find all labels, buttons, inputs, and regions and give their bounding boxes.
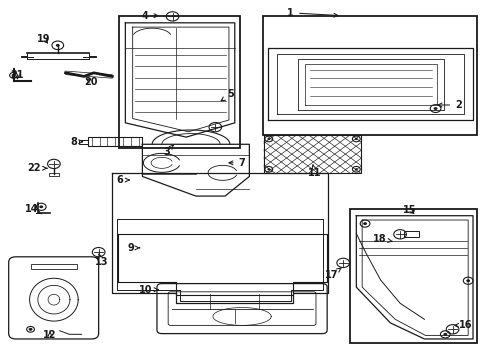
Bar bbox=[264, 135, 361, 173]
Text: 3: 3 bbox=[163, 145, 173, 157]
Circle shape bbox=[465, 279, 469, 282]
Text: 20: 20 bbox=[84, 77, 98, 87]
Circle shape bbox=[354, 138, 357, 140]
Text: 10: 10 bbox=[138, 285, 158, 295]
Text: 7: 7 bbox=[228, 158, 245, 168]
Bar bbox=[49, 173, 59, 176]
Circle shape bbox=[267, 168, 270, 170]
Text: 19: 19 bbox=[38, 34, 51, 44]
Text: 16: 16 bbox=[454, 320, 471, 330]
Circle shape bbox=[363, 222, 366, 225]
Bar bbox=[350, 208, 476, 343]
Circle shape bbox=[29, 328, 32, 331]
Text: 12: 12 bbox=[43, 330, 57, 341]
Bar bbox=[30, 264, 77, 269]
Text: 5: 5 bbox=[221, 89, 234, 101]
Circle shape bbox=[12, 74, 16, 77]
Text: 6: 6 bbox=[116, 175, 129, 185]
Bar bbox=[88, 137, 142, 146]
Circle shape bbox=[443, 333, 447, 336]
Text: 1: 1 bbox=[287, 8, 337, 18]
Circle shape bbox=[267, 138, 270, 140]
Bar bbox=[119, 17, 239, 148]
Text: 15: 15 bbox=[402, 205, 416, 215]
Text: 17: 17 bbox=[325, 267, 341, 280]
Text: 8: 8 bbox=[70, 137, 82, 147]
Circle shape bbox=[433, 107, 437, 110]
Circle shape bbox=[354, 168, 357, 170]
Text: 11: 11 bbox=[307, 165, 321, 178]
Bar bbox=[403, 231, 418, 237]
Text: 9: 9 bbox=[127, 243, 140, 253]
Text: 14: 14 bbox=[25, 204, 41, 214]
Text: 4: 4 bbox=[141, 11, 158, 21]
Text: 21: 21 bbox=[11, 69, 24, 80]
Text: 2: 2 bbox=[437, 100, 461, 110]
Text: 22: 22 bbox=[28, 163, 47, 173]
Circle shape bbox=[56, 44, 60, 47]
Bar bbox=[79, 140, 88, 144]
Text: 13: 13 bbox=[95, 254, 108, 267]
Text: 18: 18 bbox=[372, 234, 391, 244]
Bar bbox=[263, 17, 476, 135]
Circle shape bbox=[39, 205, 43, 208]
